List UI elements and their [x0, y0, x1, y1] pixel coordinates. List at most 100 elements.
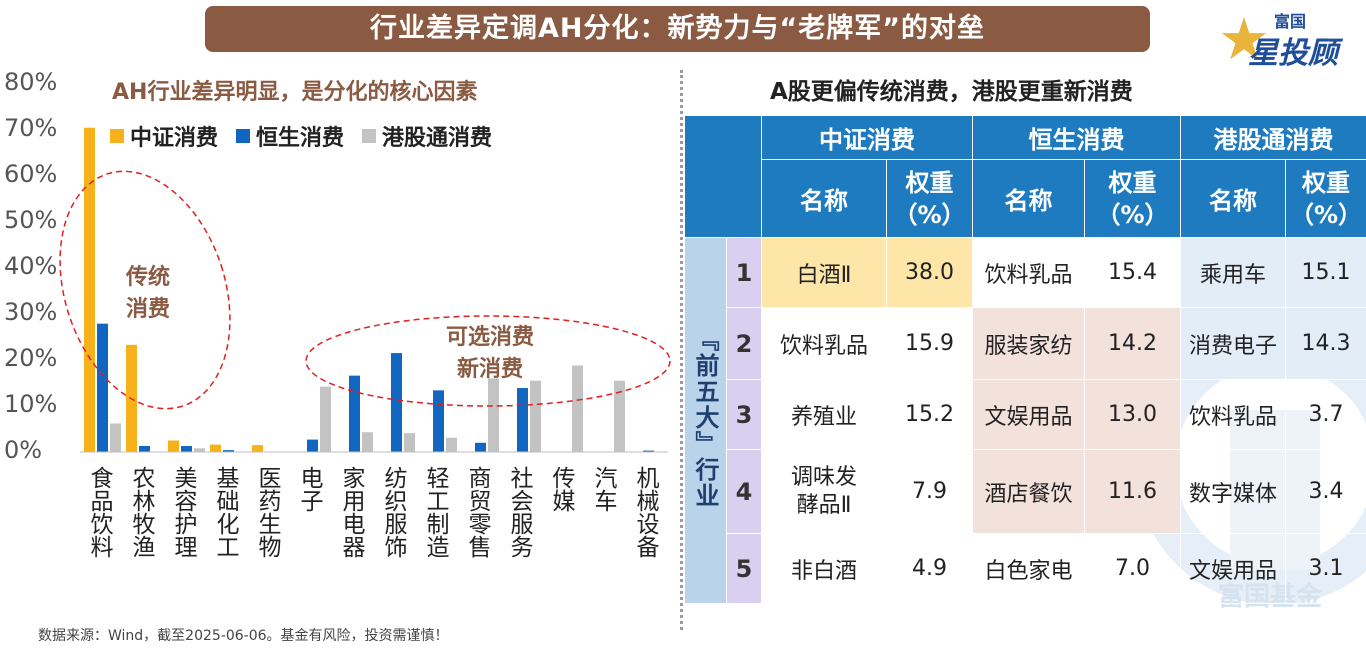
top5-industry-table: 中证消费 恒生消费 港股通消费 名称 权重 （%） 名称 权重 （%） 名称 权… — [684, 115, 1366, 604]
x-tick-label: 家用电器 — [338, 466, 364, 558]
c-weight-cell: 14.3 — [1285, 307, 1366, 380]
legend-swatch-b — [236, 129, 251, 143]
b-name-cell: 服装家纺 — [972, 307, 1085, 380]
legend-item-b: 恒生消费 — [236, 120, 344, 152]
b-name-cell: 白色家电 — [972, 533, 1085, 604]
x-tick-label: 美容护理 — [170, 466, 196, 558]
bar-2-0 — [110, 423, 121, 452]
bar-2-11 — [572, 365, 583, 452]
banner-title: 行业差异定调AH分化：新势力与“老牌军”的对垒 — [205, 6, 1150, 52]
y-tick-label: 0% — [4, 436, 43, 464]
x-tick-label: 纺织服饰 — [380, 466, 406, 558]
b-weight-cell: 13.0 — [1084, 379, 1181, 450]
c-weight-cell: 15.1 — [1285, 237, 1366, 308]
group-header-c: 港股通消费 — [1180, 115, 1366, 160]
col-header-name: 名称 — [1180, 159, 1286, 238]
brand-logo: ★ 富国 星投顾 — [1218, 5, 1358, 73]
bar-2-9 — [488, 378, 499, 452]
bar-0-0 — [84, 127, 95, 452]
table-title: A股更偏传统消费，港股更重新消费 — [770, 79, 1133, 105]
a-name-cell: 非白酒 — [761, 533, 887, 604]
y-tick-label: 60% — [4, 160, 58, 188]
bar-0-2 — [168, 440, 179, 452]
legend-item-a: 中证消费 — [110, 120, 218, 152]
highlight-ellipse-traditional — [59, 170, 231, 410]
legend-label-b: 恒生消费 — [256, 126, 345, 151]
row-group-label-text: 『前五大』行业 — [691, 326, 719, 509]
bar-1-6 — [349, 375, 360, 452]
table-corner — [684, 115, 762, 238]
y-tick-label: 40% — [4, 252, 58, 280]
bar-2-6 — [362, 432, 373, 452]
col-header-name: 名称 — [972, 159, 1085, 238]
a-name-cell: 饮料乳品 — [761, 307, 887, 380]
bar-2-7 — [404, 433, 415, 452]
x-tick-label: 轻工制造 — [422, 466, 448, 558]
table-row: 『前五大』行业 1 白酒Ⅱ 38.0 饮料乳品 15.4 乘用车 15.1 — [684, 237, 1366, 604]
b-weight-cell: 14.2 — [1084, 307, 1181, 380]
bar-2-2 — [194, 448, 205, 452]
table-row: 5 非白酒 4.9 白色家电 7.0 文娱用品 3.1 — [685, 533, 1366, 604]
bar-1-2 — [181, 446, 192, 452]
c-name-cell: 饮料乳品 — [1180, 379, 1286, 450]
x-tick-label: 食品饮料 — [86, 466, 112, 558]
a-weight-cell: 4.9 — [886, 533, 973, 604]
rank-cell: 5 — [726, 533, 762, 604]
b-name-cell: 饮料乳品 — [972, 237, 1085, 308]
highlight-ellipse-optional — [305, 315, 671, 407]
y-tick-label: 10% — [4, 390, 58, 418]
x-tick-label: 机械设备 — [632, 466, 658, 558]
bar-2-12 — [614, 380, 625, 452]
a-weight-cell: 38.0 — [886, 237, 973, 308]
c-name-cell: 乘用车 — [1180, 237, 1286, 308]
chart-legend: 中证消费 恒生消费 港股通消费 — [110, 120, 492, 152]
bar-1-0 — [97, 323, 108, 452]
y-tick-label: 80% — [4, 68, 58, 96]
logo-line2: 星投顾 — [1248, 36, 1338, 71]
a-weight-cell: 7.9 — [886, 449, 973, 534]
legend-label-c: 港股通消费 — [382, 126, 493, 151]
bar-1-3 — [223, 450, 234, 452]
bar-1-13 — [643, 450, 654, 452]
a-name-cell: 白酒Ⅱ — [761, 237, 887, 308]
b-weight-cell: 15.4 — [1084, 237, 1181, 308]
note-optional: 可选消费 新消费 — [445, 325, 534, 382]
a-name-cell: 调味发 酵品Ⅱ — [761, 449, 887, 534]
rank-cell: 1 — [726, 237, 762, 308]
rank-cell: 2 — [726, 307, 762, 380]
c-weight-cell: 3.1 — [1285, 533, 1366, 604]
x-tick-label: 农林牧渔 — [128, 466, 154, 558]
logo-line1: 富国 — [1274, 12, 1307, 31]
y-tick-label: 30% — [4, 298, 58, 326]
a-weight-cell: 15.2 — [886, 379, 973, 450]
y-tick-label: 20% — [4, 344, 58, 372]
row-group-label: 『前五大』行业 — [684, 237, 727, 604]
b-weight-cell: 11.6 — [1084, 449, 1181, 534]
bar-1-7 — [391, 353, 402, 452]
x-tick-label: 社会服务 — [506, 466, 532, 558]
c-name-cell: 文娱用品 — [1180, 533, 1286, 604]
table-row: 4 调味发 酵品Ⅱ 7.9 酒店餐饮 11.6 数字媒体 3.4 — [685, 449, 1366, 534]
col-header-weight: 权重 （%） — [886, 159, 973, 238]
c-name-cell: 消费电子 — [1180, 307, 1286, 380]
star-icon: ★ — [1218, 5, 1270, 73]
footer-source: 数据来源：Wind，截至2025-06-06。基金有风险，投资需谨慎！ — [38, 628, 449, 644]
bar-1-9 — [475, 442, 486, 452]
b-name-cell: 文娱用品 — [972, 379, 1085, 450]
b-name-cell: 酒店餐饮 — [972, 449, 1085, 534]
x-tick-label: 医药生物 — [254, 466, 280, 558]
legend-label-a: 中证消费 — [130, 126, 219, 151]
table-row: 2 饮料乳品 15.9 服装家纺 14.2 消费电子 14.3 — [685, 307, 1366, 380]
bar-2-10 — [530, 380, 541, 452]
bar-2-8 — [446, 437, 457, 452]
bar-1-1 — [139, 446, 150, 452]
x-tick-label: 汽车 — [590, 466, 616, 512]
col-header-weight: 权重 （%） — [1285, 159, 1366, 238]
c-name-cell: 数字媒体 — [1180, 449, 1286, 534]
x-tick-label: 商贸零售 — [464, 466, 490, 558]
bar-1-5 — [307, 439, 318, 452]
bar-1-8 — [433, 390, 444, 452]
c-weight-cell: 3.7 — [1285, 379, 1366, 450]
x-tick-label: 电子 — [296, 466, 322, 512]
group-header-b: 恒生消费 — [972, 115, 1181, 160]
